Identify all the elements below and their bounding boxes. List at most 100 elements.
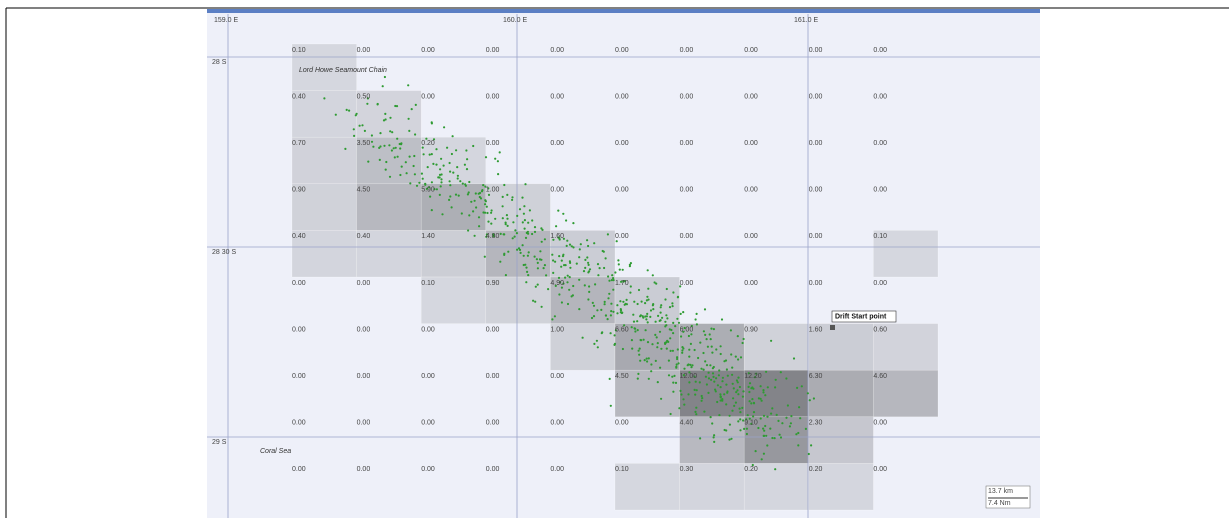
particle — [487, 193, 491, 196]
particle — [535, 258, 539, 261]
particle — [536, 283, 539, 286]
particle — [551, 318, 554, 321]
particle — [721, 376, 725, 379]
probability-cell — [679, 463, 745, 511]
particle — [494, 217, 497, 220]
particle — [572, 222, 575, 225]
particle — [694, 318, 697, 321]
particle — [639, 314, 643, 317]
particle — [398, 142, 401, 146]
particle — [645, 318, 648, 321]
particle — [686, 364, 689, 367]
particle — [334, 113, 337, 116]
probability-cell — [291, 90, 357, 138]
particle — [641, 315, 644, 318]
particle — [748, 382, 752, 385]
particle — [600, 308, 603, 311]
particle — [459, 180, 462, 183]
cell-value: 1.00 — [550, 326, 564, 333]
cell-value: 0.00 — [486, 466, 500, 473]
cell-value: 0.00 — [486, 140, 500, 147]
annotation: Drift Start point — [835, 313, 887, 320]
particle — [601, 249, 604, 253]
particle — [378, 146, 381, 149]
cell-value: 0.90 — [744, 326, 758, 333]
particle — [435, 163, 438, 166]
particle — [608, 292, 611, 295]
particle — [731, 373, 734, 376]
particle — [554, 284, 557, 287]
cell-value: 0.00 — [486, 47, 500, 54]
particle — [424, 183, 427, 186]
cell-value: 0.00 — [292, 326, 306, 333]
cell-value: 0.00 — [292, 420, 306, 427]
particle — [726, 374, 729, 377]
particle — [647, 377, 650, 380]
particle — [699, 437, 702, 440]
particle — [720, 318, 724, 321]
cell-value: 1.00 — [486, 187, 500, 194]
particle — [789, 422, 793, 425]
particle — [501, 205, 504, 208]
probability-cell — [550, 323, 616, 371]
particle — [625, 298, 628, 301]
particle — [533, 230, 537, 233]
particle — [609, 404, 612, 407]
particle — [620, 280, 623, 283]
probability-cell — [808, 463, 874, 511]
particle — [456, 177, 459, 180]
particle — [643, 359, 646, 362]
particle — [615, 240, 618, 243]
particle — [646, 295, 649, 298]
probability-cell — [679, 369, 745, 418]
particle — [554, 260, 557, 263]
particle — [757, 426, 760, 430]
particle — [693, 348, 696, 352]
particle — [433, 188, 436, 191]
cell-value: 6.00 — [680, 326, 694, 333]
particle — [558, 238, 561, 241]
particle — [623, 324, 626, 327]
particle — [699, 341, 702, 344]
particle — [738, 385, 742, 389]
particle — [552, 259, 555, 262]
particle — [752, 415, 755, 418]
particle — [765, 434, 768, 437]
particle — [736, 335, 739, 338]
particle — [532, 299, 535, 302]
particle — [681, 349, 684, 352]
particle — [742, 390, 745, 393]
particle — [370, 134, 373, 137]
particle — [713, 380, 716, 383]
probability-cell — [485, 183, 551, 231]
particle — [650, 370, 653, 373]
particle — [745, 418, 748, 421]
particle — [762, 452, 766, 455]
probability-cell — [743, 416, 810, 464]
particle — [695, 323, 699, 326]
particle — [568, 288, 571, 291]
particle — [695, 312, 698, 315]
cell-value: 9.10 — [744, 420, 758, 427]
particle — [712, 365, 715, 369]
particle — [527, 232, 530, 235]
particle — [521, 244, 524, 247]
particle — [741, 395, 745, 398]
particle — [621, 347, 625, 351]
particle — [534, 285, 537, 288]
particle — [704, 360, 707, 363]
particle — [682, 330, 685, 333]
particle — [415, 184, 419, 187]
particle — [751, 398, 754, 401]
cell-value: 0.00 — [615, 187, 629, 194]
cell-value: 0.00 — [421, 47, 435, 54]
particle — [753, 376, 757, 379]
particle — [578, 256, 581, 259]
particle — [598, 267, 601, 270]
particle — [531, 232, 534, 236]
particle — [779, 436, 783, 439]
particle — [540, 258, 543, 261]
particle — [426, 166, 429, 169]
particle — [671, 305, 674, 308]
particle — [541, 228, 544, 231]
